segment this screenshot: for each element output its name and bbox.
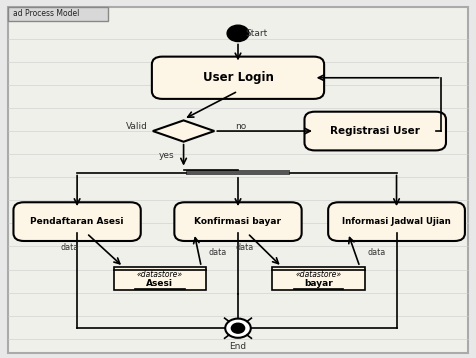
Text: User Login: User Login	[203, 71, 273, 84]
Text: data: data	[209, 248, 227, 257]
Text: bayar: bayar	[304, 279, 333, 287]
Text: Konfirmasi bayar: Konfirmasi bayar	[195, 217, 281, 226]
FancyBboxPatch shape	[152, 57, 324, 99]
Text: Valid: Valid	[126, 122, 148, 131]
Text: Registrasi User: Registrasi User	[330, 126, 420, 136]
Text: End: End	[229, 342, 247, 351]
Circle shape	[231, 323, 245, 333]
Text: data: data	[61, 243, 79, 252]
Bar	[272, 267, 365, 290]
Text: Informasi Jadwal Ujian: Informasi Jadwal Ujian	[342, 217, 451, 226]
Bar	[186, 170, 290, 175]
Text: data: data	[236, 243, 254, 252]
Circle shape	[227, 25, 249, 42]
Bar	[114, 267, 206, 290]
Text: yes: yes	[159, 151, 175, 160]
FancyBboxPatch shape	[174, 202, 302, 241]
FancyBboxPatch shape	[13, 202, 141, 241]
Circle shape	[225, 319, 251, 338]
Polygon shape	[153, 120, 214, 142]
FancyBboxPatch shape	[9, 7, 467, 353]
Text: «datastore»: «datastore»	[296, 270, 341, 279]
Text: «datastore»: «datastore»	[137, 270, 183, 279]
Text: Asesi: Asesi	[147, 279, 173, 287]
FancyBboxPatch shape	[328, 202, 465, 241]
FancyBboxPatch shape	[9, 7, 108, 21]
FancyBboxPatch shape	[305, 112, 446, 150]
Text: Start: Start	[246, 29, 268, 38]
Text: Pendaftaran Asesi: Pendaftaran Asesi	[30, 217, 124, 226]
Text: ad Process Model: ad Process Model	[13, 9, 79, 18]
Text: data: data	[367, 248, 386, 257]
Text: no: no	[235, 122, 246, 131]
